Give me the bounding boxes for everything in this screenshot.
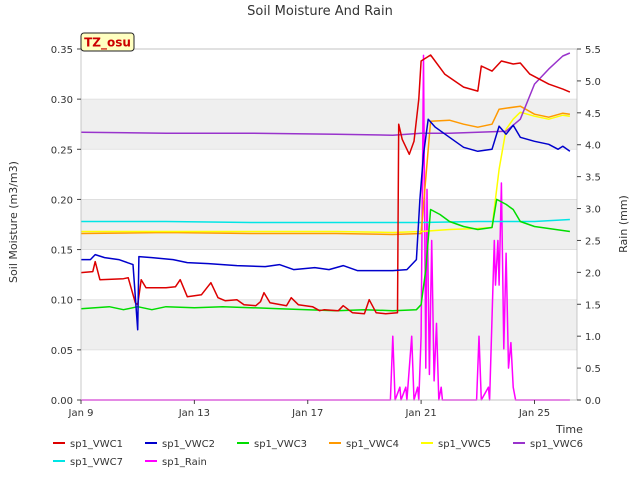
grid-band xyxy=(81,99,577,150)
series-layer xyxy=(80,52,571,401)
y-tick-label: 0.25 xyxy=(51,145,73,156)
legend-item: sp1_VWC2 xyxy=(145,439,215,450)
x-tick-label: Jan 9 xyxy=(68,408,94,419)
series-line-sp1_VWC7 xyxy=(81,218,570,224)
badge: TZ_osu xyxy=(80,32,135,52)
y-tick-label: 0.35 xyxy=(51,45,73,56)
legend-label: sp1_VWC5 xyxy=(438,439,491,450)
y2-tick-label: 4.0 xyxy=(585,141,601,152)
chart-title: Soil Moisture And Rain xyxy=(247,4,393,19)
y-tick-label: 0.30 xyxy=(51,95,73,106)
legend-item: sp1_Rain xyxy=(145,457,207,468)
y2-tick-label: 5.0 xyxy=(585,77,601,88)
y2-tick-label: 4.5 xyxy=(585,109,601,120)
x-tick-label: Jan 17 xyxy=(291,408,323,419)
grid-band xyxy=(81,299,577,350)
legend-item: sp1_VWC1 xyxy=(53,439,123,450)
y2-tick-label: 1.5 xyxy=(585,300,601,311)
y-axis-label: Soil Moisture (m3/m3) xyxy=(7,161,20,283)
legend-label: sp1_Rain xyxy=(162,457,207,468)
legend-label: sp1_VWC2 xyxy=(162,439,215,450)
legend-item: sp1_VWC4 xyxy=(329,439,399,450)
y-tick-label: 0.00 xyxy=(51,396,73,407)
y-tick-label: 0.05 xyxy=(51,346,73,357)
y-tick-label: 0.10 xyxy=(51,296,73,307)
y2-tick-label: 3.5 xyxy=(585,173,601,184)
y-tick-label: 0.15 xyxy=(51,246,73,257)
x-tick-label: Jan 13 xyxy=(178,408,210,419)
y2-tick-label: 2.0 xyxy=(585,268,601,279)
y2-tick-label: 3.0 xyxy=(585,205,601,216)
legend-label: sp1_VWC6 xyxy=(530,439,583,450)
plot-frame xyxy=(80,48,578,401)
y2-tick-label: 0.0 xyxy=(585,396,601,407)
legend-label: sp1_VWC4 xyxy=(346,439,399,450)
legend-label: sp1_VWC7 xyxy=(70,457,123,468)
badge-box xyxy=(80,32,135,52)
badge-label: TZ_osu xyxy=(84,36,131,51)
y2-axis-label: Rain (mm) xyxy=(617,195,630,253)
y2-tick-label: 0.5 xyxy=(585,364,601,375)
legend-item: sp1_VWC3 xyxy=(237,439,307,450)
y2-tick-label: 5.5 xyxy=(585,45,601,56)
legend-item: sp1_VWC6 xyxy=(513,439,583,450)
y2-tick-label: 1.0 xyxy=(585,332,601,343)
legend-item: sp1_VWC5 xyxy=(421,439,491,450)
x-tick-label: Jan 25 xyxy=(518,408,550,419)
axes: 0.00 0.05 0.10 0.15 0.20 0.25 0.30 0.35 0.0 0.5 1.… xyxy=(51,45,601,419)
y-tick-label: 0.20 xyxy=(51,195,73,206)
x-tick-label: Jan 21 xyxy=(404,408,436,419)
legend-label: sp1_VWC1 xyxy=(70,439,123,450)
legend-item: sp1_VWC7 xyxy=(53,457,123,468)
legend-label: sp1_VWC3 xyxy=(254,439,307,450)
x-axis-label: Time xyxy=(555,423,583,436)
series-line-sp1_VWC4 xyxy=(80,105,571,236)
series-line-sp1_VWC1 xyxy=(80,54,571,315)
legend: sp1_VWC1 sp1_VWC2 sp1_VWC3 sp1_VWC4 sp1_VWC5… xyxy=(53,439,583,468)
series-line-sp1_Rain xyxy=(81,54,570,401)
y2-tick-label: 2.5 xyxy=(585,236,601,247)
series-line-sp1_VWC3 xyxy=(80,198,571,312)
series-line-sp1_VWC2 xyxy=(81,118,571,331)
series-line-sp1_VWC6 xyxy=(80,52,571,136)
